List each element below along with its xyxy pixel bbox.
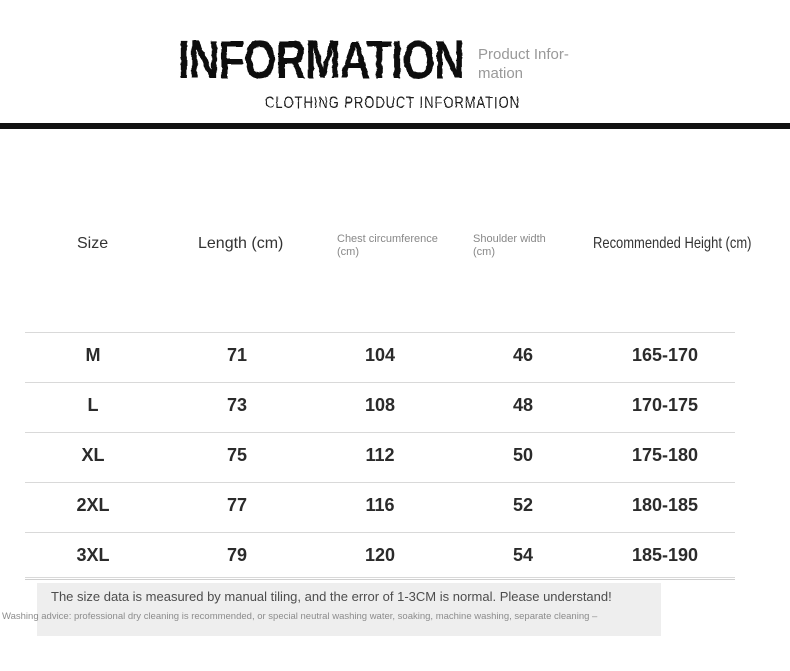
svg-text:INFORMATION: INFORMATION	[178, 30, 464, 90]
svg-text:CLOTHING PRODUCT INFORMATION: CLOTHING PRODUCT INFORMATION	[265, 93, 520, 112]
